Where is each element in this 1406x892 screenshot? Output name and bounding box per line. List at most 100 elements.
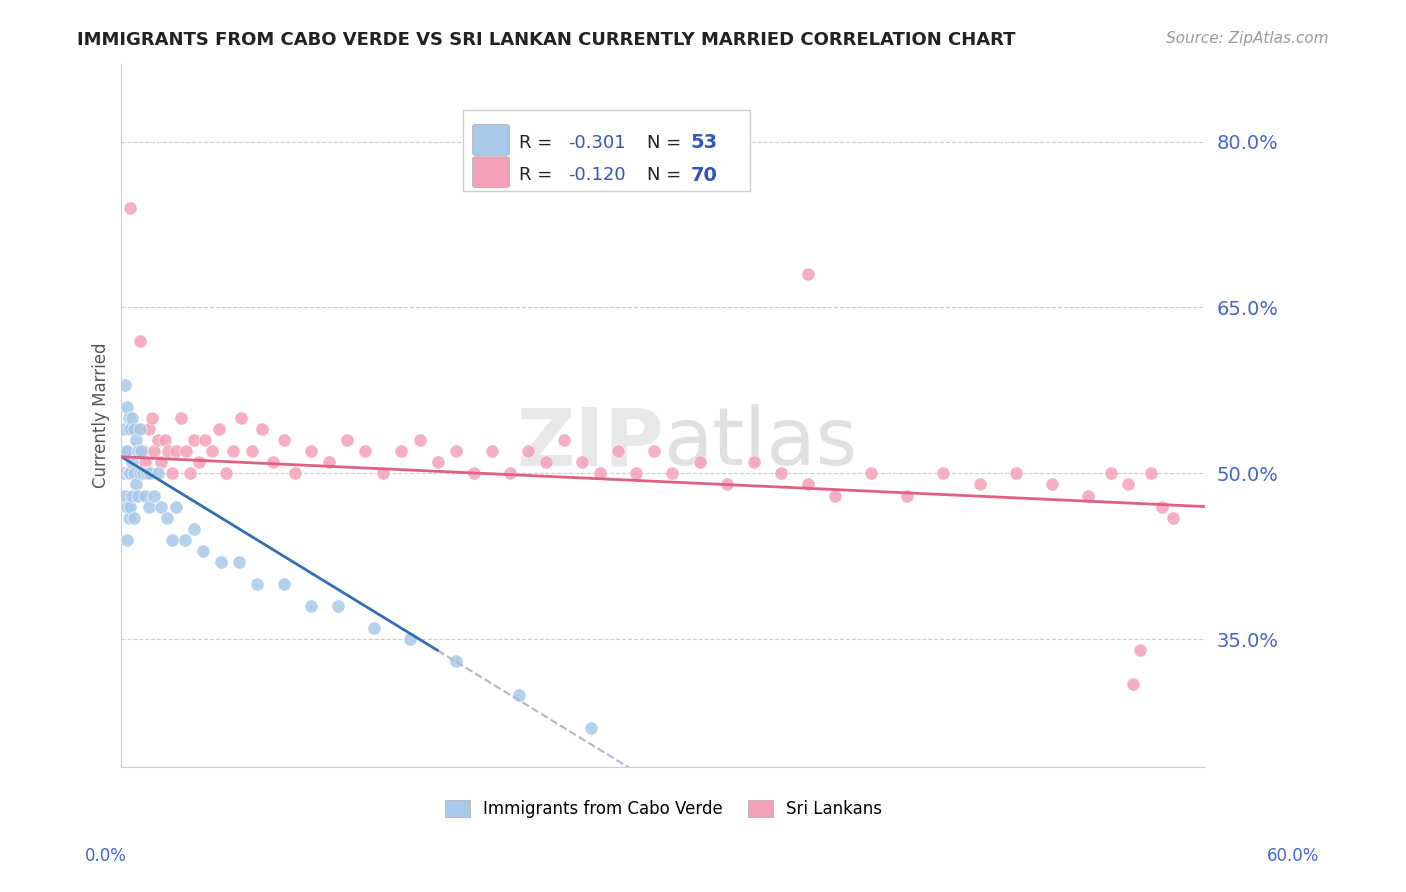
Point: [193, 434, 215, 448]
Point: [228, 555, 250, 569]
Point: [246, 577, 269, 591]
Point: [932, 467, 955, 481]
Point: [115, 400, 138, 414]
Point: [132, 467, 155, 481]
Point: [165, 444, 187, 458]
Point: [399, 632, 422, 647]
Point: [1101, 467, 1123, 481]
Point: [128, 422, 150, 436]
Text: Source: ZipAtlas.com: Source: ZipAtlas.com: [1166, 31, 1329, 46]
Point: [146, 434, 169, 448]
Point: [127, 444, 149, 458]
Point: [797, 477, 820, 491]
Point: [444, 444, 467, 458]
Point: [328, 599, 350, 614]
Point: [444, 655, 467, 669]
Point: [1040, 477, 1063, 491]
Point: [155, 510, 177, 524]
Point: [408, 434, 430, 448]
Point: [121, 411, 143, 425]
Point: [391, 444, 413, 458]
Point: [579, 721, 602, 735]
Point: [215, 467, 238, 481]
Point: [208, 422, 231, 436]
Text: IMMIGRANTS FROM CABO VERDE VS SRI LANKAN CURRENTLY MARRIED CORRELATION CHART: IMMIGRANTS FROM CABO VERDE VS SRI LANKAN…: [77, 31, 1015, 49]
Text: 53: 53: [690, 133, 717, 153]
Point: [299, 444, 322, 458]
Point: [115, 444, 138, 458]
Point: [160, 467, 183, 481]
Text: N =: N =: [647, 166, 688, 184]
Point: [138, 422, 160, 436]
Point: [118, 411, 141, 425]
Point: [134, 455, 156, 469]
Point: [284, 467, 307, 481]
Point: [141, 411, 163, 425]
Point: [150, 500, 173, 514]
FancyBboxPatch shape: [472, 157, 509, 187]
Point: [336, 434, 359, 448]
Point: [134, 489, 156, 503]
Point: [173, 533, 195, 547]
Point: [229, 411, 252, 425]
Point: [201, 444, 224, 458]
Point: [626, 467, 648, 481]
Point: [769, 467, 792, 481]
Point: [125, 477, 148, 491]
Point: [120, 500, 142, 514]
Point: [797, 267, 820, 281]
Point: [183, 434, 205, 448]
Point: [122, 467, 145, 481]
Point: [120, 467, 142, 481]
Point: [1129, 643, 1152, 657]
Point: [516, 444, 538, 458]
Point: [896, 489, 918, 503]
Text: 70: 70: [690, 166, 717, 185]
Point: [170, 411, 193, 425]
Point: [716, 477, 738, 491]
Point: [112, 467, 135, 481]
Point: [114, 444, 136, 458]
Point: [153, 434, 176, 448]
Point: [661, 467, 683, 481]
Point: [139, 467, 162, 481]
Point: [481, 444, 503, 458]
Point: [209, 555, 232, 569]
Point: [122, 422, 145, 436]
Point: [176, 444, 198, 458]
Text: atlas: atlas: [664, 404, 858, 483]
Point: [742, 455, 765, 469]
Point: [160, 533, 183, 547]
Point: [121, 489, 143, 503]
Point: [299, 599, 322, 614]
FancyBboxPatch shape: [472, 125, 509, 155]
Point: [252, 422, 274, 436]
Point: [114, 377, 136, 392]
Point: [146, 467, 169, 481]
Point: [273, 577, 295, 591]
Point: [128, 467, 150, 481]
Point: [132, 444, 155, 458]
Point: [534, 455, 557, 469]
Point: [508, 688, 530, 702]
Point: [183, 522, 205, 536]
Point: [553, 434, 575, 448]
Point: [463, 467, 485, 481]
Point: [115, 500, 138, 514]
Point: [135, 467, 157, 481]
Point: [188, 455, 211, 469]
Point: [1140, 467, 1163, 481]
Text: 60.0%: 60.0%: [1267, 847, 1320, 865]
Point: [143, 444, 166, 458]
Point: [125, 434, 148, 448]
Point: [191, 544, 214, 558]
Point: [222, 444, 245, 458]
Point: [589, 467, 612, 481]
Point: [118, 510, 141, 524]
Point: [643, 444, 665, 458]
Point: [121, 455, 143, 469]
Point: [1161, 510, 1184, 524]
Point: [1122, 676, 1144, 690]
Point: [122, 510, 145, 524]
Text: -0.301: -0.301: [568, 134, 626, 152]
